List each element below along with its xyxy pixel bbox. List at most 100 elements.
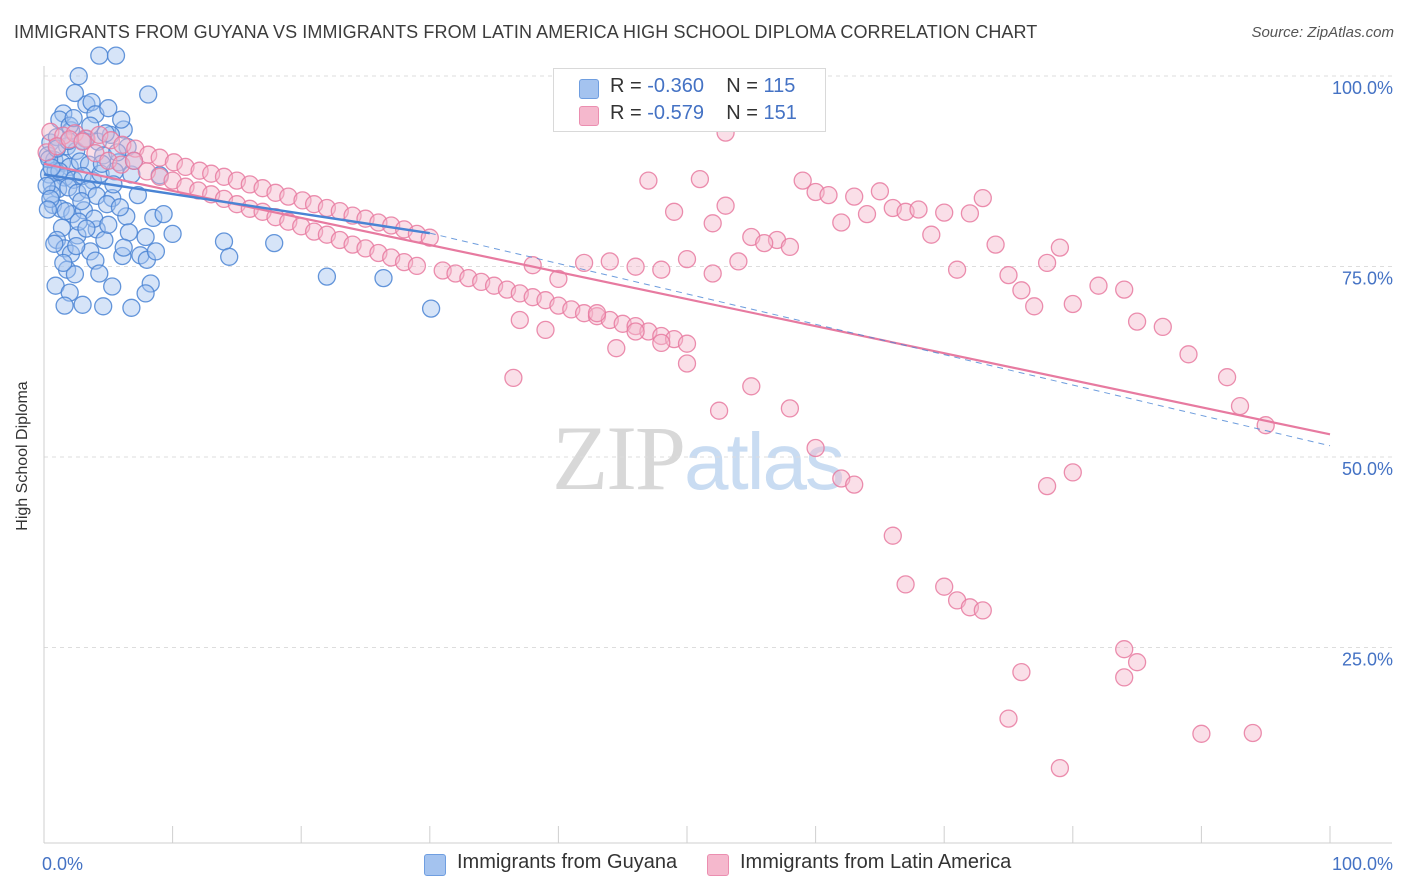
guyana-point	[69, 67, 88, 86]
latin-point	[1127, 653, 1147, 672]
watermark-zip: ZIP	[552, 407, 686, 509]
guyana-point	[374, 268, 393, 288]
latin-point	[1217, 368, 1237, 387]
guyana-point	[103, 277, 122, 296]
latin-point	[652, 260, 671, 279]
guyana-point	[163, 224, 182, 244]
axes	[43, 66, 1392, 844]
y-tick-label: 75.0%	[1342, 269, 1393, 289]
latin-point	[90, 125, 109, 145]
guyana-point	[112, 110, 131, 129]
latin-point	[793, 171, 812, 190]
latin-point	[857, 204, 877, 224]
latin-point	[190, 161, 209, 180]
guyana-point	[67, 236, 86, 256]
x-tick-label-min: 0.0%	[42, 854, 83, 874]
latin-point	[607, 339, 626, 358]
latin-point	[986, 235, 1005, 254]
tick-labels: 100.0% 75.0% 50.0% 25.0% 0.0% 100.0%	[42, 78, 1393, 874]
latin-point	[1025, 297, 1044, 316]
watermark: ZIPatlas	[552, 405, 845, 511]
latin-point	[101, 131, 121, 150]
y-tick-label: 100.0%	[1332, 78, 1393, 98]
r-value: -0.579	[647, 102, 704, 124]
latin-point	[1012, 281, 1031, 300]
latin-point	[549, 269, 568, 289]
guyana-point	[119, 223, 139, 242]
y-tick-label: 50.0%	[1342, 459, 1393, 479]
latin-point	[1063, 463, 1082, 482]
r-value: -0.360	[647, 75, 704, 97]
stats-legend: R = -0.360 N = 115 R = -0.579 N = 151	[553, 68, 826, 132]
latin-point	[1153, 317, 1172, 337]
n-label: N =	[726, 75, 764, 97]
latin-point	[1179, 345, 1198, 364]
latin-point	[780, 237, 800, 257]
guyana-legend-label: Immigrants from Guyana	[457, 851, 678, 873]
guyana-point	[64, 108, 83, 128]
n-value: 151	[763, 102, 797, 124]
latin-point	[407, 256, 427, 276]
latin-point	[124, 151, 144, 170]
latin-point	[1115, 668, 1134, 687]
latin-point	[536, 320, 555, 340]
latin-point	[677, 354, 697, 373]
latin-trend-line	[43, 162, 1331, 436]
latin-point	[973, 601, 992, 620]
guyana-point	[128, 185, 148, 205]
guyana-swatch	[579, 79, 599, 99]
guyana-point	[421, 299, 441, 318]
guyana-point	[122, 298, 141, 317]
latin-point	[845, 187, 864, 206]
latin-point	[1243, 723, 1262, 743]
latin-point	[1115, 640, 1134, 659]
latin-point	[664, 202, 684, 221]
latin-point	[883, 526, 902, 545]
latin-point	[73, 132, 92, 151]
guyana-point	[141, 274, 160, 293]
legend-guyana-stats: R = -0.360 N = 115	[610, 75, 795, 98]
guyana-trend-extension	[429, 232, 1331, 447]
n-value: 115	[763, 75, 796, 97]
latin-point	[729, 252, 748, 271]
legend-row-guyana: R = -0.360 N = 115	[554, 75, 825, 101]
n-label: N =	[726, 102, 764, 124]
guyana-point	[146, 242, 166, 261]
latin-point	[832, 213, 851, 232]
guyana-point	[317, 267, 337, 286]
x-tick-label-max: 100.0%	[1332, 854, 1393, 874]
r-label: R =	[610, 102, 648, 124]
guyana-point	[95, 230, 114, 250]
latin-point	[755, 233, 774, 253]
latin-point	[845, 475, 864, 494]
guyana-point	[136, 227, 155, 247]
latin-point	[1230, 396, 1250, 416]
latin-point	[279, 187, 298, 206]
legend-latin-stats: R = -0.579 N = 151	[610, 102, 797, 125]
guyana-point	[154, 204, 173, 224]
guyana-point	[220, 247, 239, 266]
guyana-point	[106, 46, 126, 65]
latin-point	[709, 401, 729, 420]
latin-point	[150, 148, 169, 167]
latin-point	[870, 182, 890, 201]
latin-point	[742, 377, 761, 396]
latin-point	[819, 185, 838, 205]
guyana-trend-line	[43, 173, 430, 235]
latin-point	[504, 368, 523, 388]
latin-point	[703, 264, 722, 283]
latin-point	[37, 143, 56, 162]
guyana-point	[99, 215, 118, 234]
latin-point	[690, 169, 710, 189]
guyana-point	[41, 189, 60, 209]
latin-point	[806, 438, 825, 458]
guyana-point	[214, 232, 234, 251]
latin-point	[1050, 758, 1070, 778]
r-label: R =	[610, 75, 648, 97]
guyana-legend-swatch	[424, 854, 446, 876]
guyana-point	[99, 99, 118, 118]
latin-point	[1089, 276, 1108, 295]
guyana-point	[54, 253, 73, 273]
guyana-point	[72, 192, 91, 211]
